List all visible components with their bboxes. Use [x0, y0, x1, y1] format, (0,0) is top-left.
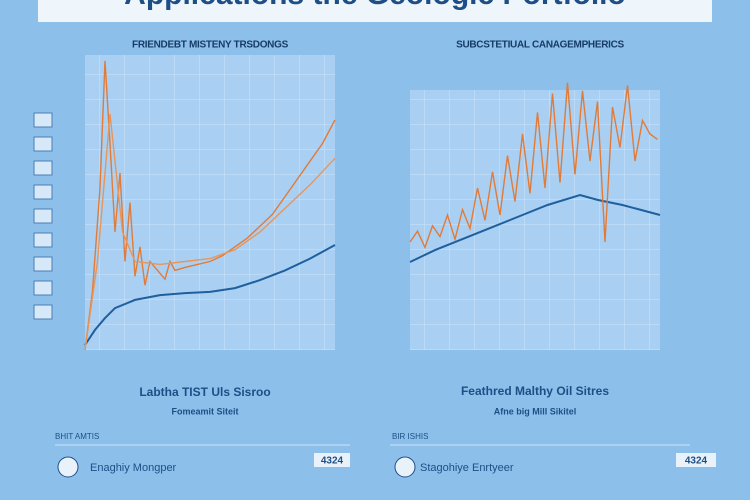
item-label: Enaghiy Mongper — [90, 462, 177, 474]
section-label: BHIT AMTIS — [55, 432, 99, 441]
item-label: Stagohiye Enrtyeer — [420, 462, 514, 474]
title-banner — [38, 0, 712, 22]
subcaption: Fomeamit Siteit — [171, 406, 238, 416]
value-box — [676, 453, 716, 467]
item-icon — [57, 456, 79, 478]
grid — [85, 55, 335, 350]
chart-title: FRIENDEBT MISTENY TRSDONGS — [132, 40, 289, 51]
series-line — [84, 113, 336, 351]
value-box — [314, 453, 350, 467]
caption: Feathred Malthy Oil Sitres — [461, 384, 609, 398]
section-label: BIR ISHIS — [392, 432, 428, 441]
page-title: Applications the Geologic Portfolio — [124, 0, 626, 11]
series-line — [409, 82, 658, 250]
item-value: 4324 — [321, 456, 344, 467]
item-icon — [394, 456, 416, 478]
subcaption: Afne big Mill Sikitel — [494, 406, 577, 416]
item-value: 4324 — [685, 456, 708, 467]
series-line — [409, 193, 661, 263]
series-line — [84, 60, 336, 351]
caption: Labtha TIST Uls Sisroo — [139, 385, 270, 399]
chart-title: SUBCSTETIUAL CANAGEMPHERICS — [456, 40, 624, 51]
side-icons — [33, 112, 53, 320]
series-line — [84, 244, 336, 346]
